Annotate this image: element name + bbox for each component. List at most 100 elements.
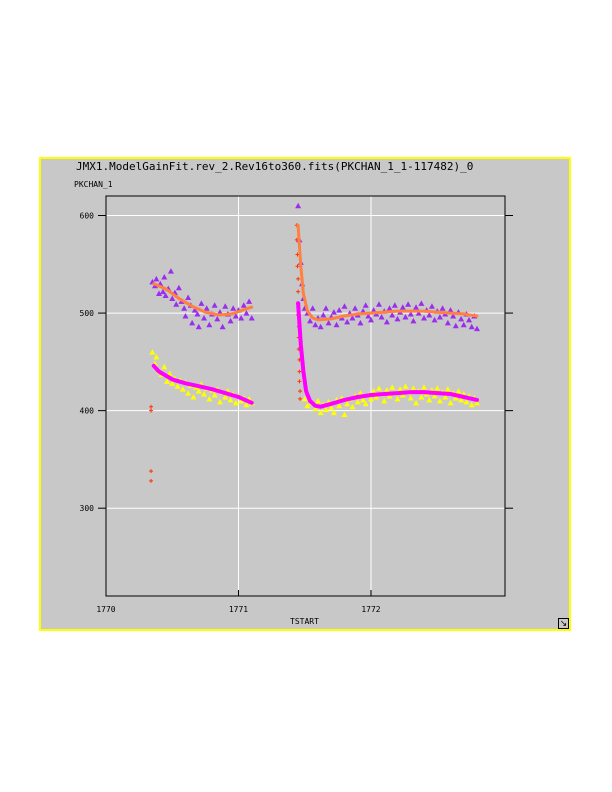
data-point-triangle [330, 409, 337, 416]
data-point-triangle [407, 311, 414, 317]
data-point-triangle [161, 363, 168, 370]
data-point-triangle [426, 312, 433, 318]
plot-frame [105, 195, 506, 597]
data-point-triangle [301, 395, 308, 402]
data-point-triangle [189, 319, 196, 326]
data-point-triangle [341, 411, 348, 418]
data-point-triangle [216, 398, 223, 405]
data-point-triangle [201, 391, 208, 397]
data-point-plus [295, 264, 300, 269]
data-point-triangle [352, 305, 359, 311]
data-point-triangle [304, 402, 311, 409]
data-point-triangle [174, 383, 181, 389]
data-point-plus [149, 469, 154, 474]
data-point-triangle [206, 321, 213, 328]
data-point-triangle [156, 290, 162, 297]
data-point-plus [298, 396, 303, 401]
data-point-triangle [375, 301, 382, 307]
y-tick-label: 600 [80, 212, 95, 221]
data-point-triangle [399, 392, 406, 398]
plot-window [39, 157, 571, 631]
data-point-triangle [391, 302, 398, 308]
data-point-triangle [466, 316, 473, 323]
data-point-triangle [336, 402, 343, 409]
data-point-triangle [394, 395, 401, 402]
data-point-triangle [330, 309, 337, 315]
data-point-triangle [206, 395, 213, 402]
data-point-triangle [230, 305, 237, 311]
data-point-triangle [381, 397, 388, 404]
data-point-triangle [195, 323, 202, 330]
data-point-triangle [442, 393, 449, 400]
data-point-triangle [159, 288, 166, 295]
data-point-triangle [240, 302, 247, 308]
data-point-plus [297, 379, 302, 384]
data-point-triangle [312, 321, 319, 328]
resize-corner-icon[interactable]: ↘ [558, 618, 569, 629]
data-point-triangle [373, 393, 380, 400]
data-point-triangle [399, 304, 406, 310]
data-point-triangle [447, 307, 454, 313]
data-point-triangle [312, 405, 319, 412]
plot-title: JMX1.ModelGainFit.rev_2.Rev16to360.fits(… [76, 160, 474, 173]
data-point-triangle [246, 298, 253, 304]
axis-layer: 1770 1771 1772 300 400 500 600 [80, 195, 513, 614]
data-point-triangle [169, 380, 176, 386]
data-point-triangle [194, 311, 201, 317]
data-point-triangle [402, 383, 409, 389]
data-point-triangle [153, 275, 160, 282]
data-point-triangle [450, 313, 457, 319]
data-point-triangle [175, 284, 182, 291]
data-point-triangle [211, 302, 218, 308]
data-point-triangle [405, 301, 412, 307]
data-point-triangle [315, 397, 321, 404]
data-point-triangle [410, 385, 417, 391]
series-layer [149, 202, 480, 483]
data-point-triangle [307, 317, 314, 324]
fit-curve [296, 301, 479, 409]
data-point-triangle [444, 319, 451, 326]
data-point-triangle [163, 378, 170, 384]
data-point-triangle [370, 388, 377, 394]
data-point-triangle [402, 313, 409, 320]
fit-curve [152, 282, 254, 317]
data-point-triangle [447, 399, 454, 406]
data-point-triangle [370, 307, 377, 313]
data-point-triangle [421, 314, 427, 321]
y-tick-label: 400 [80, 407, 95, 416]
data-point-triangle [458, 315, 465, 322]
data-point-triangle [153, 353, 160, 360]
data-point-triangle [439, 305, 446, 311]
data-point-triangle [455, 388, 462, 394]
data-point-triangle [428, 303, 435, 309]
data-point-triangle [474, 399, 480, 406]
data-point-triangle [295, 202, 302, 209]
data-point-triangle [463, 398, 470, 405]
data-point-triangle [238, 314, 245, 321]
fit-curve [296, 223, 479, 322]
data-point-triangle [468, 323, 475, 330]
data-point-triangle [360, 396, 367, 403]
data-point-triangle [357, 390, 364, 396]
data-point-triangle [431, 393, 438, 399]
x-tick-label: 1770 [96, 605, 115, 614]
y-tick-label: 500 [80, 309, 95, 318]
data-point-triangle [368, 316, 374, 323]
data-point-triangle [389, 312, 396, 318]
data-point-triangle [421, 384, 427, 390]
data-point-triangle [232, 313, 239, 319]
y-tick-label: 300 [80, 504, 95, 513]
data-point-triangle [444, 386, 451, 392]
data-point-plus [149, 404, 154, 409]
data-point-triangle [368, 395, 374, 402]
data-point-triangle [317, 323, 324, 330]
x-tick-label: 1772 [361, 605, 380, 614]
data-point-triangle [191, 307, 198, 313]
data-point-triangle [474, 325, 480, 332]
x-axis-label: TSTART [290, 617, 319, 626]
data-point-triangle [407, 394, 414, 401]
data-point-triangle [219, 323, 226, 330]
data-point-triangle [431, 316, 438, 323]
data-point-triangle [243, 401, 250, 408]
data-point-triangle [185, 294, 192, 300]
